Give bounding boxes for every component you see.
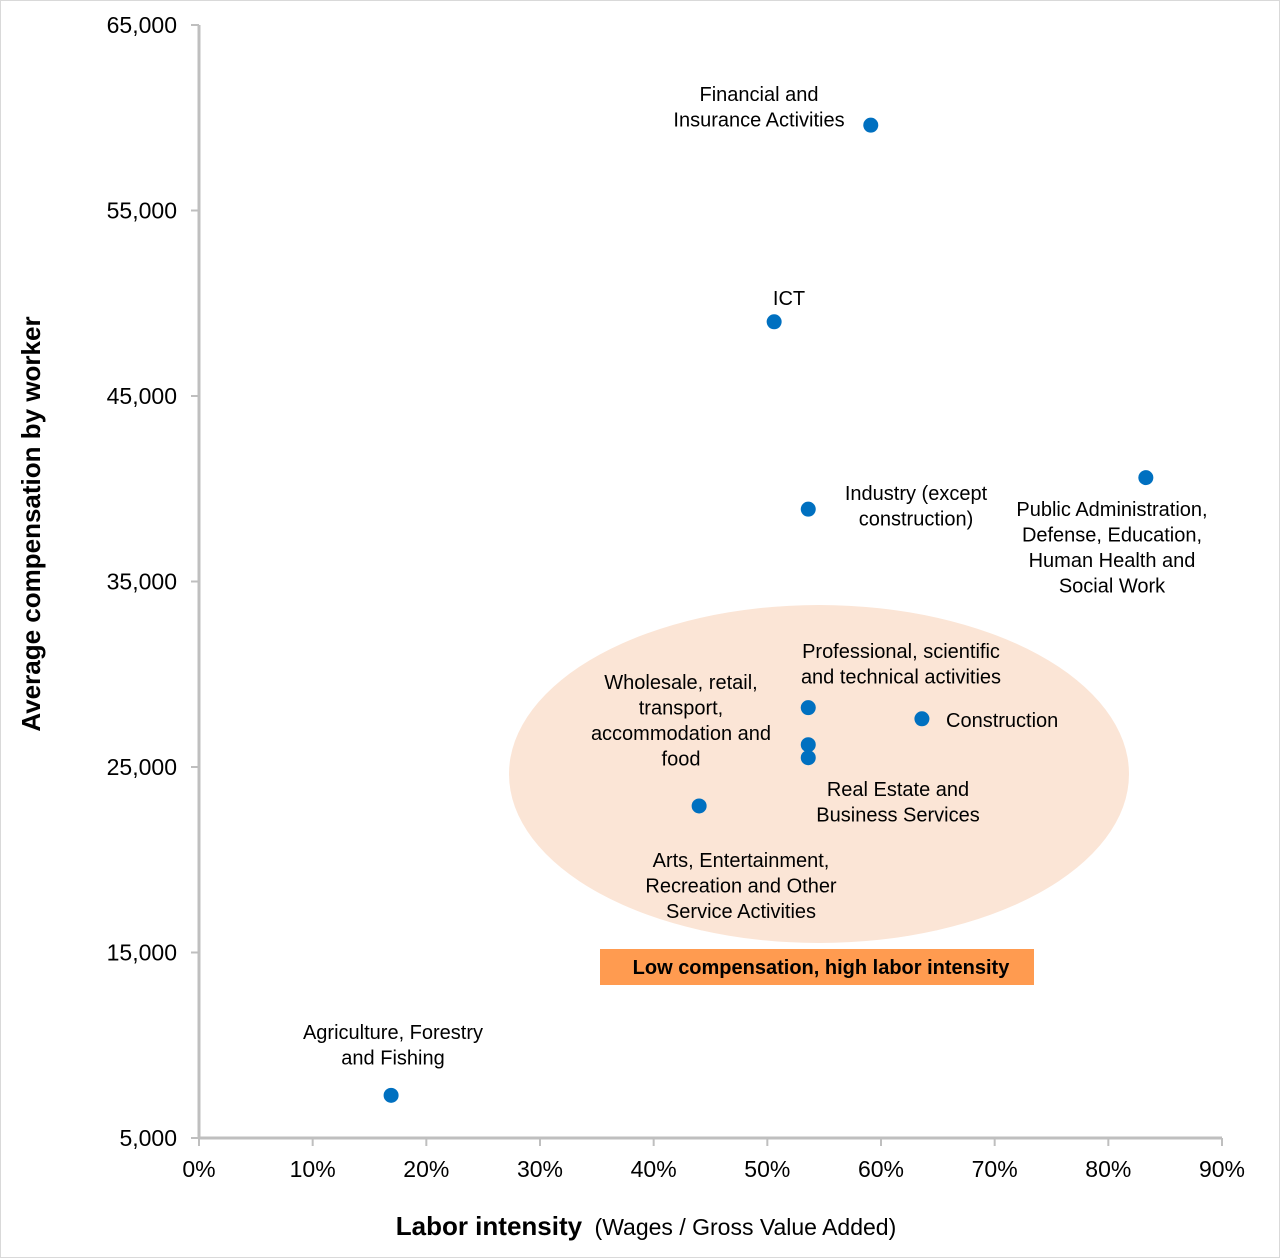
data-points — [383, 117, 1154, 1103]
x-tick-labels: 0% 10% 20% 30% 40% 50% 60% 70% 80% 90% — [182, 1156, 1245, 1182]
data-label: Financial and Insurance Activities — [673, 84, 844, 132]
data-label: Industry (except construction) — [845, 483, 988, 531]
y-tick-label: 45,000 — [107, 383, 177, 409]
y-tick-label: 15,000 — [107, 940, 177, 966]
x-tick-label: 10% — [290, 1156, 336, 1182]
data-point — [800, 700, 816, 716]
x-tick-label: 20% — [403, 1156, 449, 1182]
data-label: Professional, scientific and technical ac… — [801, 641, 1001, 689]
data-labels: Financial and Insurance Activities ICT Publ… — [303, 84, 1208, 1070]
data-label: Agriculture, Forestry and Fishing — [303, 1022, 483, 1070]
data-point — [766, 314, 782, 330]
data-label: Construction — [946, 710, 1058, 732]
y-tick-label: 65,000 — [107, 12, 177, 38]
data-point — [914, 711, 930, 727]
y-tick-labels: 5,000 15,000 25,000 35,000 45,000 55,000 65,00… — [107, 12, 177, 1151]
data-label: Public Administration, Defense, Education… — [1016, 499, 1207, 598]
x-tick-label: 0% — [182, 1156, 215, 1182]
highlight-ellipse — [509, 605, 1129, 943]
y-tick-label: 35,000 — [107, 569, 177, 595]
data-point — [800, 750, 816, 766]
data-point — [800, 501, 816, 517]
data-label: Arts, Entertainment, Recreation and Other… — [645, 850, 837, 923]
data-point — [383, 1087, 399, 1103]
data-point — [800, 737, 816, 753]
x-axis-title-bold: Labor intensity — [396, 1211, 583, 1241]
highlight-label: Low compensation, high labor intensity — [633, 957, 1011, 979]
x-tick-label: 50% — [744, 1156, 790, 1182]
data-label: Wholesale, retail, transport, accommodatio… — [591, 672, 771, 771]
x-tick-label: 40% — [631, 1156, 677, 1182]
y-axis-title: Average compensation by worker — [16, 316, 46, 731]
x-tick-label: 70% — [972, 1156, 1018, 1182]
y-tick-label: 25,000 — [107, 754, 177, 780]
data-point — [863, 117, 879, 133]
y-tick-label: 55,000 — [107, 198, 177, 224]
x-tick-label: 30% — [517, 1156, 563, 1182]
x-tick-label: 80% — [1085, 1156, 1131, 1182]
data-label: ICT — [773, 288, 805, 310]
x-tick-label: 90% — [1199, 1156, 1245, 1182]
data-point — [691, 798, 707, 814]
highlight-label-box — [600, 949, 1034, 985]
x-axis-title: Labor intensity (Wages / Gross Value Add… — [396, 1211, 897, 1241]
data-point — [1138, 470, 1154, 486]
data-label: Real Estate and Business Services — [816, 779, 979, 827]
x-tick-label: 60% — [858, 1156, 904, 1182]
x-axis-title-rest: (Wages / Gross Value Added) — [595, 1214, 897, 1240]
axes — [191, 24, 1223, 1146]
y-tick-label: 5,000 — [119, 1125, 177, 1151]
